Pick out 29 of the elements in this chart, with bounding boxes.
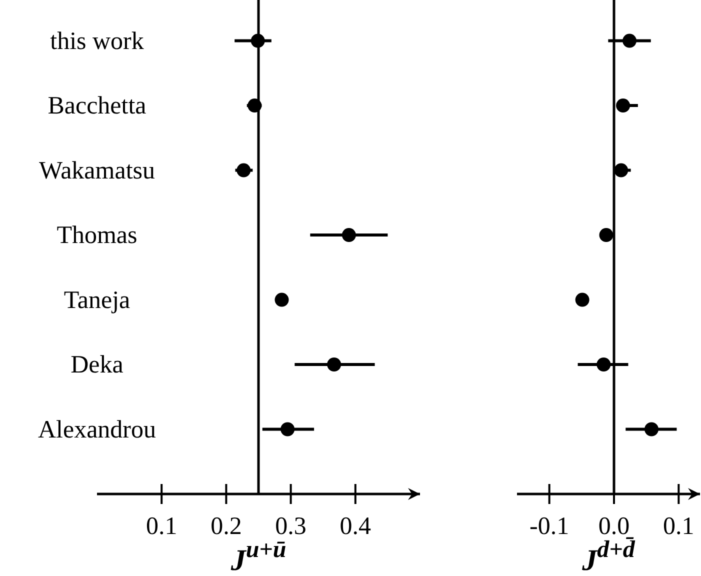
y-tick-label: Alexandrou: [38, 416, 156, 444]
x-axis-title: J$^{d+d̄}$: [581, 536, 636, 576]
point: [327, 358, 342, 372]
point: [614, 163, 628, 178]
point: [575, 292, 590, 307]
y-tick-label: this work: [50, 28, 144, 55]
y-tick-label: Bacchetta: [48, 92, 146, 120]
point: [274, 292, 289, 307]
point: [248, 98, 262, 113]
x-tick-label: -0.1: [530, 512, 570, 540]
y-tick-label: Thomas: [56, 222, 138, 250]
y-tick-label: Wakamatsu: [38, 157, 156, 184]
x-tick-label: 0.2: [210, 512, 242, 540]
x-tick-label: 0.3: [275, 512, 306, 540]
x-tick-label: 0.1: [146, 512, 178, 540]
point: [599, 228, 614, 242]
point: [250, 34, 265, 48]
point: [280, 422, 295, 436]
point: [644, 422, 658, 436]
point: [596, 358, 611, 372]
point: [236, 163, 251, 178]
point: [616, 98, 630, 113]
x-axis-title: J$^{u+ū}$: [230, 537, 286, 576]
x-tick-label: 0.1: [663, 512, 694, 540]
y-tick-label: Deka: [70, 352, 124, 379]
y-tick-label: Taneja: [64, 286, 130, 314]
x-tick-label: 0.4: [340, 512, 372, 540]
point: [622, 34, 637, 48]
point: [342, 228, 356, 242]
